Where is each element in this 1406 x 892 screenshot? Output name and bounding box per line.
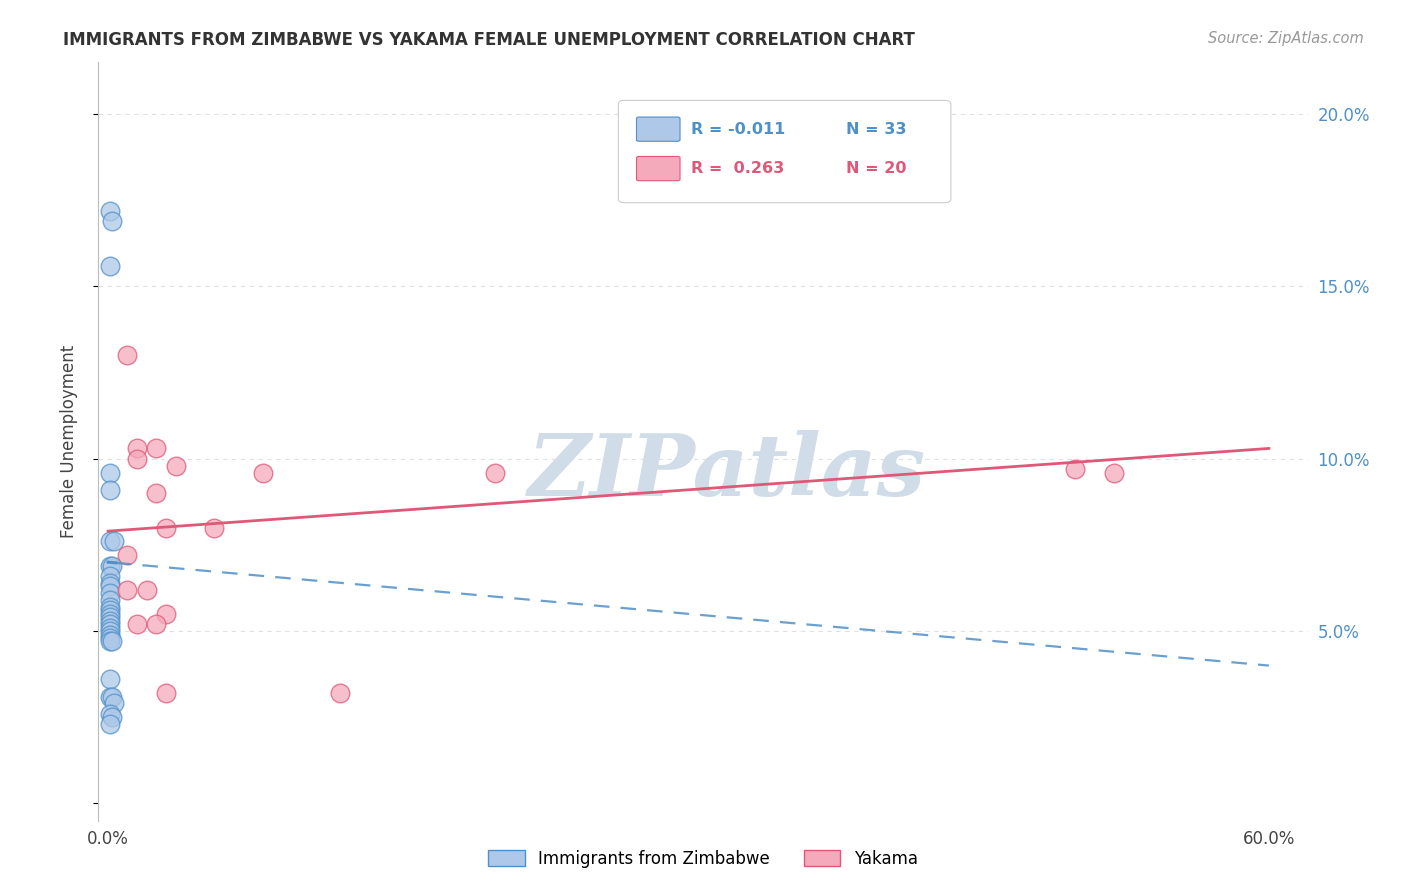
Point: [98, 558, 121, 573]
Text: R = -0.011: R = -0.011: [690, 121, 785, 136]
Y-axis label: Female Unemployment: Female Unemployment: [59, 345, 77, 538]
Point: [101, 710, 124, 724]
Point: [101, 634, 124, 648]
Point: [98, 614, 121, 628]
Point: [98, 624, 121, 639]
Point: [98, 631, 121, 645]
Point: [155, 521, 177, 535]
Point: [135, 582, 157, 597]
Point: [98, 593, 121, 607]
Point: [98, 534, 121, 549]
Point: [165, 458, 187, 473]
Text: N = 33: N = 33: [845, 121, 907, 136]
Point: [101, 214, 124, 228]
Point: [103, 534, 125, 549]
Point: [101, 558, 124, 573]
Point: [98, 603, 121, 617]
FancyBboxPatch shape: [637, 156, 681, 181]
Point: [98, 627, 121, 641]
Text: Source: ZipAtlas.com: Source: ZipAtlas.com: [1208, 31, 1364, 46]
Point: [145, 617, 167, 632]
Point: [1064, 462, 1087, 476]
Point: [98, 621, 121, 635]
Point: [98, 634, 121, 648]
Point: [1102, 466, 1125, 480]
Point: [98, 717, 121, 731]
Point: [98, 673, 121, 687]
Text: R =  0.263: R = 0.263: [690, 161, 785, 176]
Point: [145, 442, 167, 456]
Point: [155, 686, 177, 700]
Point: [329, 686, 352, 700]
Legend: Immigrants from Zimbabwe, Yakama: Immigrants from Zimbabwe, Yakama: [482, 844, 924, 875]
Point: [98, 690, 121, 704]
Point: [117, 548, 139, 563]
Point: [484, 466, 506, 480]
Point: [98, 575, 121, 590]
Point: [103, 697, 125, 711]
Point: [252, 466, 274, 480]
Point: [98, 579, 121, 593]
Point: [117, 348, 139, 362]
Point: [204, 521, 226, 535]
Point: [98, 466, 121, 480]
Text: N = 20: N = 20: [845, 161, 907, 176]
Point: [127, 617, 149, 632]
Point: [98, 599, 121, 614]
Point: [98, 569, 121, 583]
Point: [101, 690, 124, 704]
Point: [155, 607, 177, 621]
FancyBboxPatch shape: [619, 101, 950, 202]
Point: [98, 483, 121, 497]
Point: [98, 617, 121, 632]
Text: IMMIGRANTS FROM ZIMBABWE VS YAKAMA FEMALE UNEMPLOYMENT CORRELATION CHART: IMMIGRANTS FROM ZIMBABWE VS YAKAMA FEMAL…: [63, 31, 915, 49]
Point: [98, 259, 121, 273]
Point: [98, 203, 121, 218]
Text: ZIPatlas: ZIPatlas: [529, 430, 927, 514]
Point: [98, 610, 121, 624]
Point: [145, 486, 167, 500]
Point: [117, 582, 139, 597]
Point: [98, 607, 121, 621]
FancyBboxPatch shape: [637, 117, 681, 141]
Point: [98, 586, 121, 600]
Point: [127, 442, 149, 456]
Point: [127, 451, 149, 466]
Point: [98, 706, 121, 721]
